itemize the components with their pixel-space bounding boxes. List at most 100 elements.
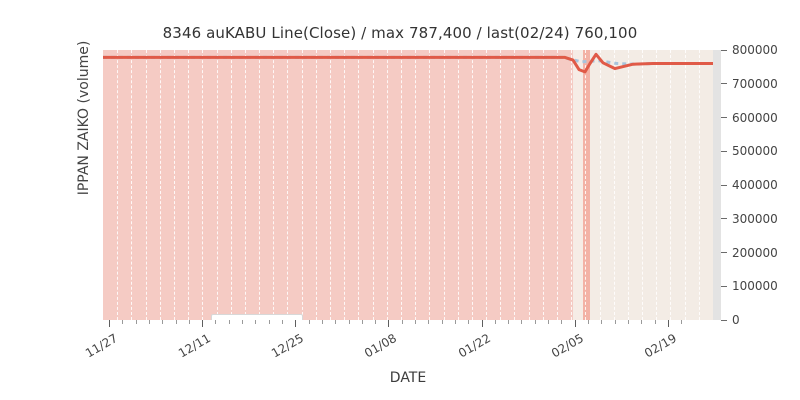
chart-legend[interactable]: ZAIKO SMA5 — [211, 314, 303, 320]
series-svg — [103, 52, 713, 74]
grid-line-vertical — [542, 50, 545, 320]
y-tick-mark-icon — [721, 117, 727, 118]
grid-line-vertical — [358, 50, 360, 320]
x-axis-minor-tick — [441, 320, 443, 324]
x-tick-label: 12/25 — [269, 331, 307, 361]
y-axis-tick: 800000 — [721, 43, 778, 57]
y-tick-label: 0 — [732, 313, 740, 327]
grid-line-vertical — [627, 50, 630, 320]
x-axis-minor-tick — [454, 320, 456, 324]
x-axis-minor-tick — [494, 320, 496, 324]
x-axis-minor-tick — [148, 320, 150, 324]
x-axis-minor-tick — [335, 320, 337, 324]
plot-right-gutter — [713, 50, 721, 320]
x-axis-major-tick — [388, 320, 390, 327]
y-tick-label: 300000 — [732, 211, 778, 226]
grid-line-vertical — [287, 50, 289, 320]
y-tick-label: 500000 — [732, 144, 778, 159]
grid-line-vertical — [202, 50, 204, 320]
grid-line-vertical — [230, 50, 233, 320]
chart-title: 8346 auKABU Line(Close) / max 787,400 / … — [162, 24, 638, 42]
y-tick-label: 600000 — [732, 110, 778, 125]
series-line-zaiko — [103, 52, 713, 74]
grid-line-vertical — [315, 50, 318, 320]
y-tick-mark-icon — [721, 218, 727, 220]
grid-line-vertical — [585, 50, 587, 320]
x-axis-minor-tick — [415, 320, 416, 324]
y-tick-mark-icon — [721, 150, 727, 152]
x-tick-label: 02/19 — [641, 331, 679, 361]
grid-line-vertical — [117, 50, 119, 320]
y-tick-label: 100000 — [732, 279, 778, 294]
y-axis-tick: 500000 — [721, 144, 778, 158]
grid-line-vertical — [613, 50, 616, 320]
y-axis-tick: 600000 — [721, 111, 778, 125]
x-axis-major-tick — [109, 320, 110, 327]
grid-line-vertical — [273, 50, 275, 320]
grid-line-vertical — [188, 50, 190, 320]
grid-line-vertical — [514, 50, 516, 320]
x-axis-minor-tick — [348, 320, 350, 324]
x-axis-minor-tick — [601, 320, 603, 324]
grid-line-vertical — [486, 50, 488, 320]
x-axis-minor-tick — [361, 320, 363, 324]
plot-area[interactable]: ZAIKO SMA5 — [103, 50, 713, 320]
grid-line-vertical — [443, 50, 446, 320]
x-axis-minor-tick — [468, 320, 470, 324]
grid-line-vertical — [557, 50, 559, 320]
background-band-gap — [573, 50, 583, 320]
x-axis-minor-tick — [521, 320, 523, 324]
y-axis-tick: 200000 — [721, 246, 778, 260]
background-band-marker-stripe — [583, 50, 590, 320]
grid-line-vertical — [642, 50, 644, 320]
x-axis-minor-tick — [162, 320, 164, 324]
x-axis-major-tick — [667, 320, 669, 327]
x-axis-title: DATE — [389, 370, 427, 386]
grid-line-vertical — [173, 50, 176, 320]
y-axis-tick: 0 — [721, 313, 740, 327]
grid-line-vertical — [400, 50, 403, 320]
y-axis-tick: 300000 — [721, 212, 778, 226]
grid-line-vertical — [457, 50, 460, 320]
x-axis-minor-tick — [627, 320, 629, 324]
x-axis-minor-tick — [135, 320, 137, 324]
grid-line-vertical — [698, 50, 701, 320]
grid-line-vertical — [415, 50, 417, 320]
grid-line-vertical — [500, 50, 502, 320]
grid-line-vertical — [216, 50, 219, 320]
grid-line-vertical — [344, 50, 346, 320]
x-tick-label: 01/22 — [455, 331, 493, 361]
grid-lines — [103, 50, 713, 320]
x-axis-minor-tick — [215, 320, 217, 324]
x-axis-minor-tick — [508, 320, 510, 324]
grid-line-vertical — [145, 50, 148, 320]
x-axis-minor-tick — [242, 320, 243, 324]
y-axis-tick: 400000 — [721, 178, 778, 192]
x-axis-minor-tick — [228, 320, 230, 324]
x-axis-major-tick — [202, 320, 204, 327]
y-axis-tick: 700000 — [721, 77, 778, 91]
x-axis-minor-tick — [561, 320, 563, 324]
x-axis-minor-tick — [428, 320, 430, 324]
x-tick-label: 11/27 — [83, 331, 120, 361]
y-tick-mark-icon — [721, 285, 727, 287]
y-tick-label: 800000 — [732, 43, 778, 57]
y-tick-mark-icon — [721, 49, 727, 51]
grid-line-vertical — [330, 50, 332, 320]
x-axis-minor-tick — [534, 320, 536, 324]
grid-line-vertical — [684, 50, 687, 320]
grid-line-vertical — [571, 50, 573, 320]
grid-line-vertical — [471, 50, 474, 320]
x-axis-minor-tick — [614, 320, 616, 324]
grid-line-vertical — [656, 50, 658, 320]
x-axis-minor-tick — [268, 320, 270, 324]
grid-line-vertical — [386, 50, 389, 320]
grid-line-vertical — [599, 50, 602, 320]
y-axis-title: IPPAN ZAIKO (volume) — [76, 40, 92, 196]
y-tick-label: 400000 — [732, 178, 778, 192]
background-band-salmon — [103, 50, 573, 320]
y-axis: 0 100000 200000 300000 400000 500000 600000 700… — [721, 43, 800, 327]
grid-line-vertical — [259, 50, 261, 320]
grid-line-vertical — [244, 50, 247, 320]
